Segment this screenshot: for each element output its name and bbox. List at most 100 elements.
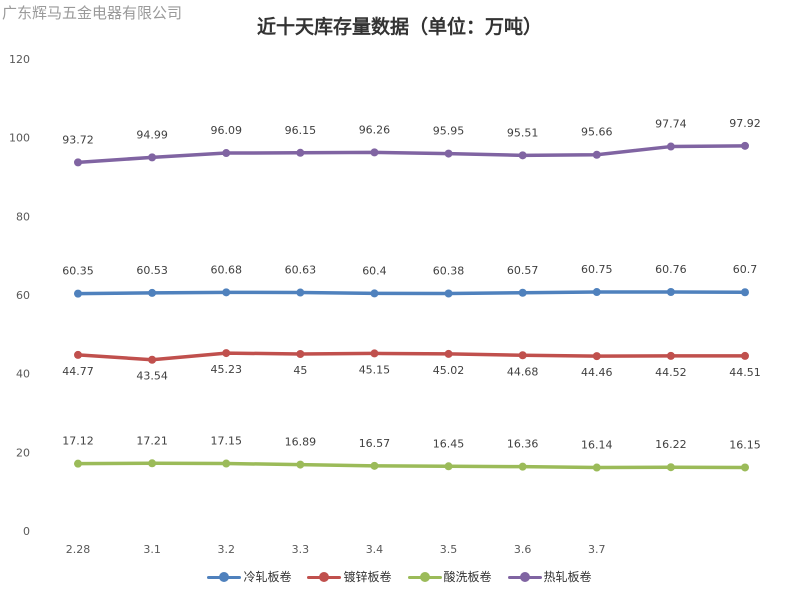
data-point <box>666 463 675 472</box>
data-label: 16.89 <box>285 436 317 449</box>
data-label: 60.75 <box>581 263 613 276</box>
data-point <box>296 350 305 358</box>
legend-item: 酸洗板卷 <box>407 568 492 585</box>
series-0: 60.35 60.53 60.68 60.63 60.4 60.38 60.57 60.75 6… <box>62 263 757 298</box>
legend-item: 热轧板卷 <box>507 568 592 585</box>
data-point <box>518 351 527 360</box>
data-point <box>741 141 749 150</box>
data-label: 60.53 <box>136 264 168 277</box>
data-label: 16.14 <box>581 439 613 452</box>
legend-item: 镀锌板卷 <box>307 568 392 585</box>
data-label: 60.35 <box>62 265 94 278</box>
legend-swatch <box>207 571 242 583</box>
data-label: 97.92 <box>729 117 761 130</box>
data-label: 45.15 <box>359 363 391 376</box>
data-label: 93.72 <box>62 133 94 146</box>
x-tick-label: 3.7 <box>588 543 606 556</box>
legend-label: 酸洗板卷 <box>443 570 492 584</box>
legend-swatch <box>407 571 442 583</box>
data-point <box>592 463 601 472</box>
data-point <box>222 459 231 468</box>
series-3: 93.72 94.99 96.09 96.15 96.26 95.95 95.51 95.66… <box>62 117 761 167</box>
data-label: 44.52 <box>655 366 687 379</box>
legend-label: 热轧板卷 <box>543 570 592 584</box>
y-tick-label: 100 <box>9 132 30 145</box>
data-point <box>148 153 157 162</box>
data-label: 60.4 <box>362 264 387 277</box>
data-point <box>370 349 379 358</box>
series-layer: 60.35 60.53 60.68 60.63 60.4 60.38 60.57 60.75 6… <box>62 117 761 472</box>
data-point <box>518 288 527 297</box>
chart-legend: 冷轧板卷 镀锌板卷 酸洗板卷 热轧板卷 <box>0 568 799 585</box>
y-tick-label: 80 <box>16 210 30 223</box>
data-label: 60.7 <box>733 263 758 276</box>
data-label: 16.36 <box>507 438 539 451</box>
data-point <box>666 142 675 151</box>
data-point <box>666 351 675 360</box>
legend-label: 镀锌板卷 <box>343 570 392 584</box>
data-label: 95.95 <box>433 125 465 138</box>
legend-item: 冷轧板卷 <box>207 568 291 585</box>
data-point <box>296 288 305 297</box>
data-label: 43.54 <box>136 370 168 383</box>
series-2: 17.12 17.21 17.15 16.89 16.57 16.45 16.36 16.14… <box>62 434 761 472</box>
data-label: 17.21 <box>136 434 168 447</box>
data-label: 45.23 <box>210 363 242 376</box>
data-label: 17.12 <box>62 435 94 448</box>
x-tick-label: 3.4 <box>366 543 384 556</box>
data-point <box>222 149 231 158</box>
data-point <box>74 158 82 167</box>
data-point <box>741 463 749 472</box>
data-point <box>148 288 157 297</box>
data-point <box>518 462 527 471</box>
data-label: 16.15 <box>729 438 761 451</box>
data-point <box>741 351 749 360</box>
data-point <box>444 289 453 298</box>
data-point <box>518 151 527 160</box>
x-tick-label: 3.2 <box>217 543 235 556</box>
data-label: 96.26 <box>359 123 391 136</box>
data-point <box>592 288 601 297</box>
data-label: 60.76 <box>655 263 687 276</box>
data-label: 96.15 <box>285 124 317 137</box>
legend-swatch <box>507 571 542 583</box>
x-tick-label: 3.6 <box>514 543 532 556</box>
data-label: 17.15 <box>210 435 242 448</box>
data-point <box>666 288 675 297</box>
data-label: 44.46 <box>581 366 613 379</box>
y-tick-label: 20 <box>16 446 30 459</box>
data-label: 60.63 <box>285 264 317 277</box>
data-point <box>296 148 305 157</box>
data-label: 95.66 <box>581 126 613 139</box>
data-point <box>296 460 305 469</box>
legend-swatch <box>307 571 342 583</box>
line-chart: 0 20 40 60 80 100 120 2.28 3.1 3.2 3.3 3.4 3.5 3.6 3.… <box>9 53 761 556</box>
data-label: 16.45 <box>433 437 465 450</box>
data-label: 16.22 <box>655 438 687 451</box>
x-tick-label: 3.3 <box>292 543 310 556</box>
data-label: 60.38 <box>433 265 465 278</box>
chart-title: 近十天库存量数据（单位：万吨） <box>256 16 542 38</box>
x-tick-label: 2.28 <box>66 543 91 556</box>
data-point <box>592 150 601 159</box>
data-point <box>741 288 749 297</box>
x-tick-label: 3.5 <box>440 543 458 556</box>
data-label: 16.57 <box>359 437 391 450</box>
data-label: 96.09 <box>210 124 242 137</box>
x-axis-ticks: 2.28 3.1 3.2 3.3 3.4 3.5 3.6 3.7 <box>66 543 606 556</box>
series-line <box>76 144 747 165</box>
series-line <box>76 351 747 362</box>
data-point <box>370 148 379 157</box>
x-tick-label: 3.1 <box>143 543 161 556</box>
data-label: 44.68 <box>507 365 539 378</box>
y-axis-ticks: 0 20 40 60 80 100 120 <box>9 53 30 538</box>
data-label: 60.68 <box>210 263 242 276</box>
data-point <box>444 462 453 471</box>
watermark-text: 广东辉马五金电器有限公司 <box>2 4 183 22</box>
data-point <box>370 289 379 298</box>
data-label: 45.02 <box>433 364 465 377</box>
y-tick-label: 40 <box>16 368 30 381</box>
data-point <box>370 461 379 470</box>
data-point <box>148 459 157 468</box>
series-line <box>76 290 747 296</box>
